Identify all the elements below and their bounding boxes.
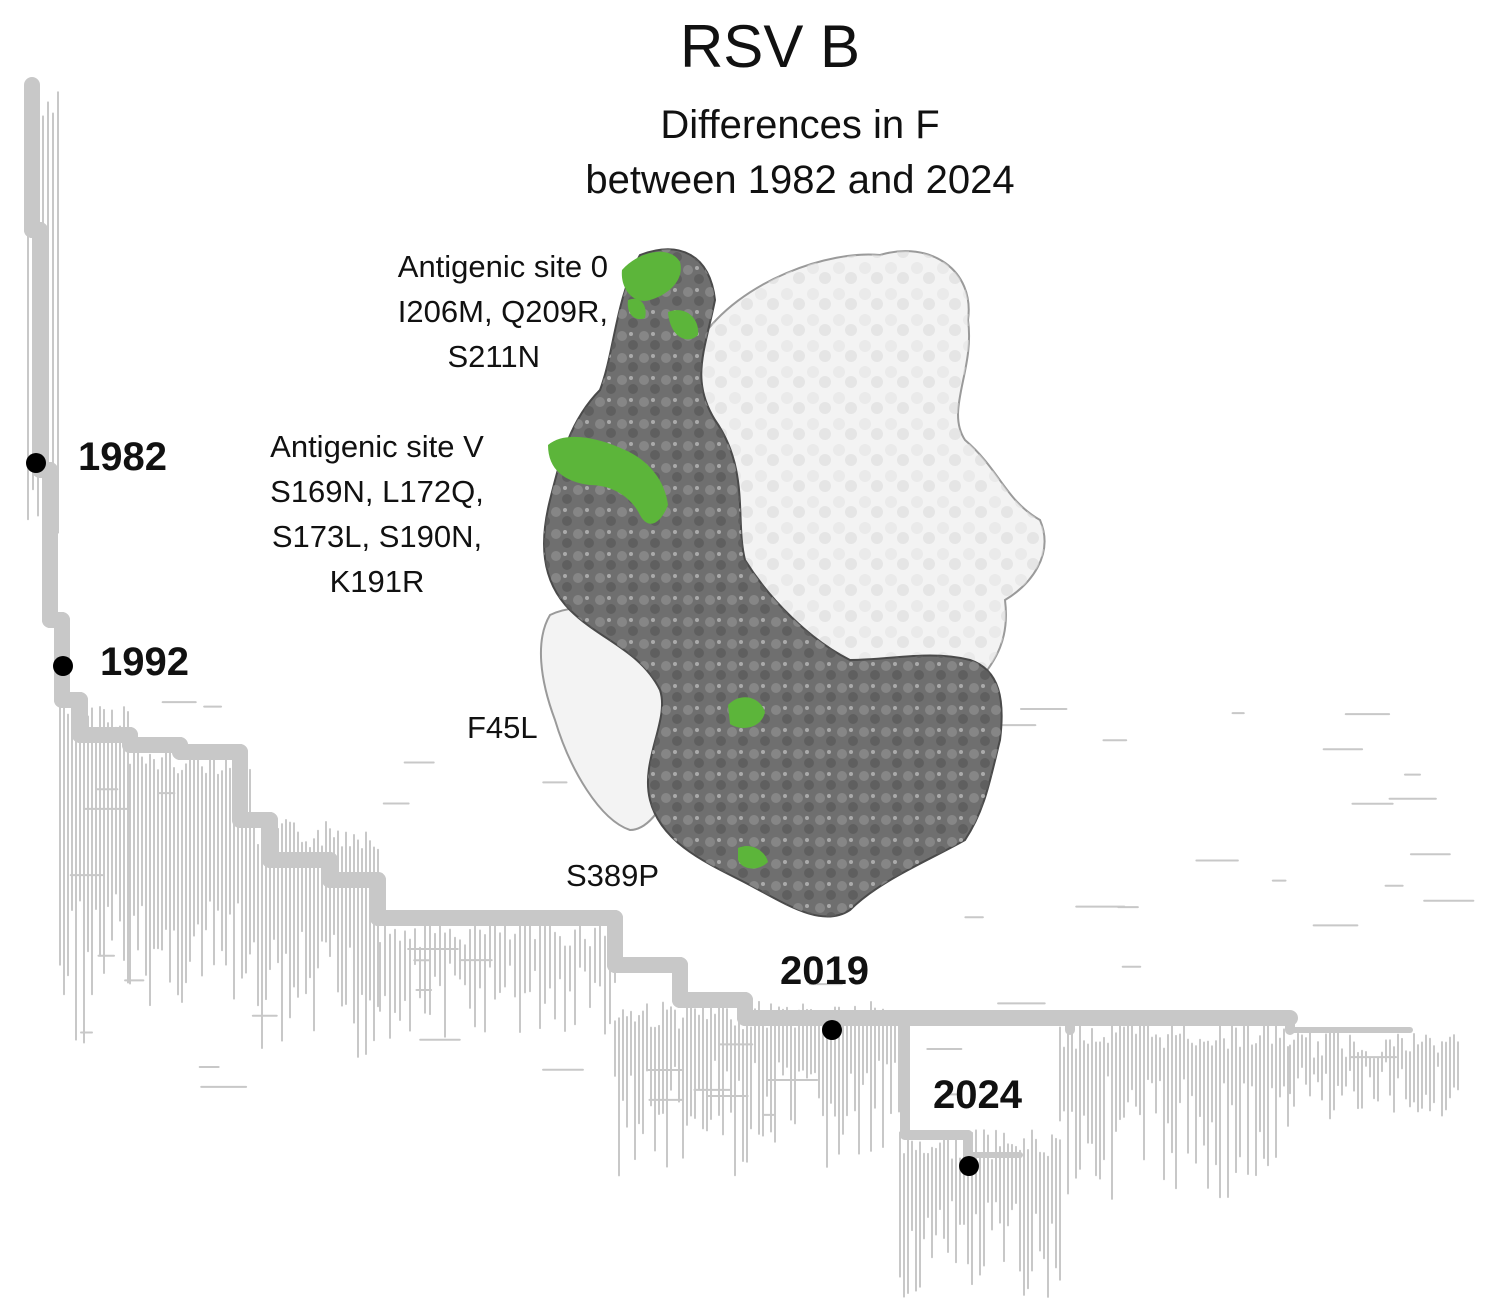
antigenic-site-0-mutations-2: S211N	[447, 339, 541, 374]
mutation-patch-site-0b	[627, 298, 646, 320]
mutation-label-s389p: S389P	[566, 858, 660, 893]
mutation-patch-site-0c	[668, 310, 699, 340]
figure-subtitle-line2: between 1982 and 2024	[585, 158, 1015, 202]
antigenic-site-v-mutations-3: K191R	[329, 564, 425, 599]
antigenic-site-v-label: Antigenic site V S169N, L172Q, S173L, S1…	[232, 424, 522, 604]
antigenic-site-v-name: Antigenic site V	[270, 429, 484, 464]
timepoint-dot-2024	[959, 1156, 979, 1176]
timepoint-label-2024: 2024	[933, 1073, 1022, 1117]
timepoint-dot-2019	[822, 1020, 842, 1040]
tree-backbone	[24, 77, 1413, 1170]
figure-subtitle-line1: Differences in F	[660, 103, 940, 147]
mutation-label-f45l: F45L	[467, 710, 538, 745]
antigenic-site-0-label: Antigenic site 0 I206M, Q209R, S211N	[398, 244, 608, 379]
antigenic-site-v-mutations-1: S169N, L172Q,	[270, 474, 484, 509]
mutation-patch-site-v	[548, 436, 668, 524]
timepoint-label-1982: 1982	[78, 435, 167, 479]
antigenic-site-v-mutations-2: S173L, S190N,	[271, 519, 483, 554]
tree-twigs	[27, 91, 1475, 1298]
mutation-patch-site-0	[621, 251, 681, 301]
figure-title: RSV B	[679, 13, 861, 80]
antigenic-site-0-mutations-1: I206M, Q209R,	[397, 294, 608, 329]
mutation-patch-s389p	[738, 845, 768, 869]
antigenic-site-0-name: Antigenic site 0	[397, 249, 608, 284]
mutation-patch-f45l	[728, 697, 765, 728]
timepoint-label-2019: 2019	[780, 949, 869, 993]
timepoint-dot-1992	[53, 656, 73, 676]
timepoint-dot-1982	[26, 453, 46, 473]
timepoint-label-1992: 1992	[100, 640, 189, 684]
